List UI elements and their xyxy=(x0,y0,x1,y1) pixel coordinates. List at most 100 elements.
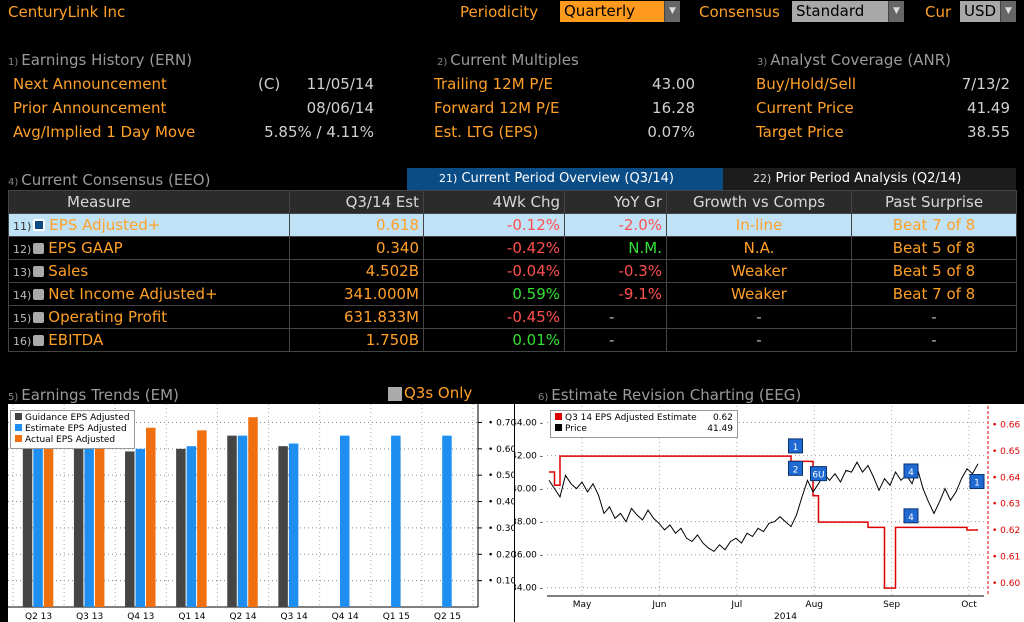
x-tick-label: Q3 13 xyxy=(76,612,103,622)
y-right-tick-label: • 0.61 xyxy=(992,552,1020,562)
bar xyxy=(339,435,350,607)
forward-pe-value: 16.28 xyxy=(652,99,695,117)
estimate-revision-title[interactable]: 6) Estimate Revision Charting (EEG) xyxy=(538,386,802,404)
x-tick-label: May xyxy=(573,600,592,610)
table-row[interactable]: 13) Sales 4.502B -0.04% -0.3% Weaker Beat… xyxy=(8,259,1017,283)
event-marker-label: 1 xyxy=(974,479,980,489)
currency-select[interactable]: USD xyxy=(960,1,1000,22)
event-marker-icon xyxy=(788,438,803,454)
est-ltg-value: 0.07% xyxy=(647,123,695,141)
bar xyxy=(227,435,237,607)
legend-item: Estimate EPS Adjusted xyxy=(15,424,130,435)
tab-current-period-overview[interactable]: 21) Current Period Overview (Q3/14) xyxy=(407,168,723,190)
x-tick-label: Q2 13 xyxy=(25,612,52,622)
y-tick-label: • 0.60 xyxy=(488,445,514,455)
currency-dropdown-icon[interactable]: ▼ xyxy=(1000,1,1016,22)
consensus-table: Measure Q3/14 Est 4Wk Chg YoY Gr Growth … xyxy=(8,190,1017,352)
legend-swatch xyxy=(555,413,562,420)
prior-announcement-label: Prior Announcement xyxy=(13,99,167,117)
trailing-pe-value: 43.00 xyxy=(652,75,695,93)
bar xyxy=(33,443,43,607)
trailing-pe-label: Trailing 12M P/E xyxy=(434,75,553,93)
consensus-label: Consensus xyxy=(699,3,780,21)
current-consensus-title[interactable]: 4) Current Consensus (EEO) xyxy=(8,171,211,189)
event-marker-icon xyxy=(969,474,985,490)
col-estimate[interactable]: Q3/14 Est xyxy=(289,190,424,214)
legend-swatch xyxy=(15,435,22,442)
bar xyxy=(176,448,186,607)
legend-item: Price 41.49 xyxy=(555,424,733,435)
series-line-estimate xyxy=(549,455,978,589)
periodicity-dropdown-icon[interactable]: ▼ xyxy=(664,1,680,22)
avg-implied-move-value: 5.85% / 4.11% xyxy=(264,123,374,141)
bar xyxy=(288,443,299,607)
q3s-only-checkbox[interactable] xyxy=(388,387,402,401)
bar xyxy=(43,438,54,607)
row-bullet-icon xyxy=(33,266,45,277)
y-tick-label: • 0.70 xyxy=(488,418,514,428)
x-tick-label: Jun xyxy=(651,600,666,610)
col-past-surprise[interactable]: Past Surprise xyxy=(851,190,1017,214)
table-row[interactable]: 15) Operating Profit 631.833M -0.45% - - … xyxy=(8,305,1017,329)
event-marker-icon xyxy=(788,460,803,476)
y-right-tick-label: • 0.62 xyxy=(992,526,1020,536)
earnings-history-title[interactable]: 1) Earnings History (ERN) xyxy=(8,51,193,69)
forward-pe-label: Forward 12M P/E xyxy=(434,99,560,117)
table-row[interactable]: 11) EPS Adjusted+ 0.618 -0.12% -2.0% In-l… xyxy=(8,213,1017,237)
table-row[interactable]: 16) EBITDA 1.750B 0.01% - - - xyxy=(8,328,1017,352)
x-tick-label: Sep xyxy=(883,600,900,610)
consensus-dropdown-icon[interactable]: ▼ xyxy=(888,1,904,22)
bar xyxy=(197,430,207,607)
table-row[interactable]: 12) EPS GAAP 0.340 -0.42% N.M. N.A. Beat … xyxy=(8,236,1017,260)
x-tick-label: Jul xyxy=(730,600,742,610)
periodicity-label: Periodicity xyxy=(460,3,539,21)
estimate-revision-chart: 34.00 - 36.00 - 38.00 - 40.00 - 42.00 - 44.00… xyxy=(515,404,1024,622)
col-4wk-chg[interactable]: 4Wk Chg xyxy=(423,190,565,214)
buy-hold-sell-value: 7/13/2 xyxy=(961,75,1010,93)
event-marker-icon xyxy=(810,466,827,482)
table-row[interactable]: 14) Net Income Adjusted+ 341.000M 0.59% -… xyxy=(8,282,1017,306)
legend-swatch xyxy=(555,424,562,431)
consensus-select[interactable]: Standard xyxy=(792,1,888,22)
event-marker-icon xyxy=(903,463,919,479)
y-right-tick-label: • 0.66 xyxy=(992,420,1020,430)
bar xyxy=(237,435,248,607)
legend-item: Guidance EPS Adjusted xyxy=(15,413,130,424)
next-announcement-value: 11/05/14 xyxy=(306,75,374,93)
legend-item: Actual EPS Adjusted xyxy=(15,435,130,446)
est-ltg-label: Est. LTG (EPS) xyxy=(434,123,539,141)
current-multiples-title[interactable]: 2) Current Multiples xyxy=(437,51,579,69)
tab-prior-period-analysis[interactable]: 22) Prior Period Analysis (Q2/14) xyxy=(723,168,1016,190)
y-left-tick-label: 44.00 - xyxy=(515,419,543,429)
y-right-tick-label: • 0.64 xyxy=(992,473,1020,483)
y-tick-label: • 0.10 xyxy=(488,577,514,587)
bar xyxy=(125,451,135,607)
avg-implied-move-label: Avg/Implied 1 Day Move xyxy=(13,123,196,141)
estimate-revision-legend: Q3 14 EPS Adjusted Estimate 0.62 Price 41.… xyxy=(550,410,738,438)
consensus-header-row: Measure Q3/14 Est 4Wk Chg YoY Gr Growth … xyxy=(8,190,1017,214)
next-announcement-label: Next Announcement xyxy=(13,75,167,93)
x-tick-label: Q4 14 xyxy=(332,612,359,622)
earnings-trends-title[interactable]: 5) Earnings Trends (EM) xyxy=(8,386,179,404)
row-bullet-icon xyxy=(33,335,45,346)
y-left-tick-label: 34.00 - xyxy=(515,584,543,594)
event-marker-label: 4 xyxy=(908,513,914,523)
current-price-label: Current Price xyxy=(756,99,854,117)
q3s-only-label[interactable]: Q3s Only xyxy=(404,384,473,402)
y-left-tick-label: 36.00 - xyxy=(515,551,543,561)
buy-hold-sell-label: Buy/Hold/Sell xyxy=(756,75,857,93)
bar xyxy=(391,435,401,607)
y-right-tick-label: • 0.60 xyxy=(992,579,1020,589)
currency-label: Cur xyxy=(925,3,952,21)
col-measure[interactable]: Measure xyxy=(8,190,290,214)
col-growth-vs-comps[interactable]: Growth vs Comps xyxy=(666,190,852,214)
analyst-coverage-title[interactable]: 3) Analyst Coverage (ANR) xyxy=(757,51,951,69)
bar xyxy=(22,446,33,607)
bar xyxy=(135,448,146,607)
prior-announcement-value: 08/06/14 xyxy=(306,99,374,117)
periodicity-select[interactable]: Quarterly xyxy=(560,1,664,22)
y-tick-label: • 0.30 xyxy=(488,524,514,534)
bar xyxy=(278,446,288,607)
col-yoy-gr[interactable]: YoY Gr xyxy=(564,190,667,214)
bar xyxy=(94,433,105,607)
